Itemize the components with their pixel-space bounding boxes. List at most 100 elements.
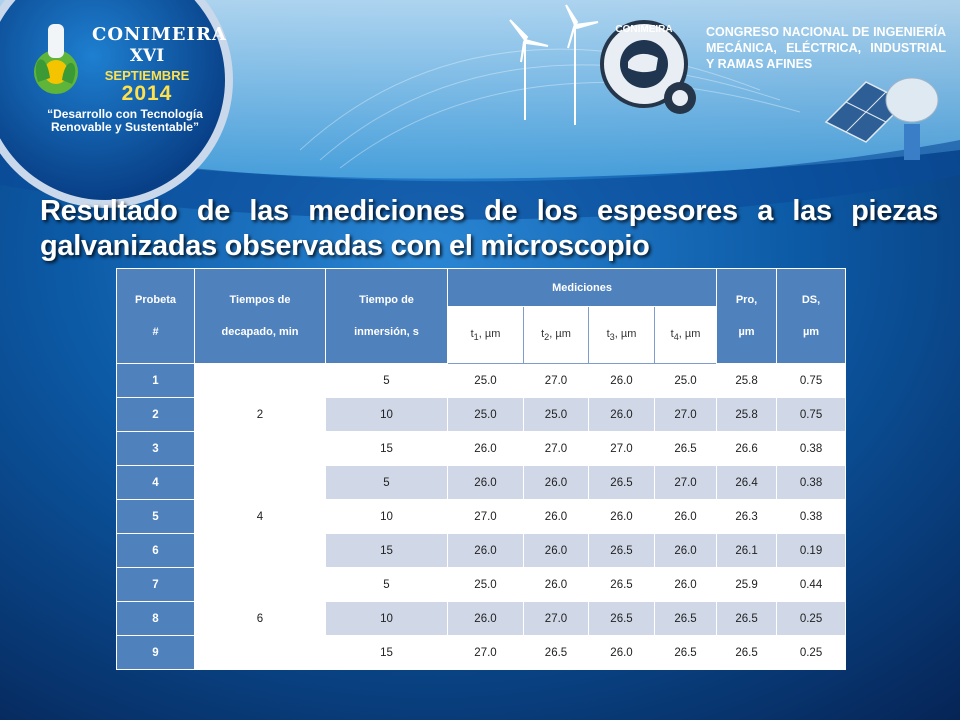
cell-t3: 26.5 [588, 601, 655, 636]
header-t1: t1, µm [447, 306, 524, 364]
cell-t2: 27.0 [523, 431, 589, 466]
cell-decapado: 4 [194, 465, 326, 568]
header-t3-letter: t [606, 327, 610, 340]
cell-t3: 26.0 [588, 499, 655, 534]
cell-t1: 26.0 [447, 431, 524, 466]
cell-pro: 25.8 [716, 363, 778, 398]
cell-probeta: 1 [116, 363, 195, 398]
cell-t1: 26.0 [447, 533, 524, 568]
cell-t2: 26.0 [523, 499, 589, 534]
cell-probeta: 6 [116, 533, 195, 568]
cell-decapado: 2 [194, 363, 326, 466]
header-t1-sub: 1 [473, 332, 479, 343]
cell-t4: 26.0 [653, 567, 718, 602]
header-tiempos-decapado: Tiempos de decapado, min [194, 268, 326, 364]
cell-probeta: 2 [116, 397, 195, 432]
logo-name: CONIMEIRA [92, 24, 227, 45]
cell-t1: 25.0 [447, 397, 524, 432]
cell-t3: 26.5 [588, 567, 655, 602]
congress-line-3: Y RAMAS AFINES [706, 57, 813, 71]
table-row: 5 10 27.0 26.0 26.0 26.0 26.3 0.38 [116, 499, 847, 534]
header-pro-line-2: µm [738, 326, 755, 338]
cell-t1: 27.0 [447, 499, 524, 534]
cell-probeta: 7 [116, 567, 195, 602]
cell-t2: 25.0 [523, 397, 589, 432]
cell-ds: 0.38 [776, 465, 847, 500]
cell-probeta: 3 [116, 431, 195, 466]
header-decapado-line-1: Tiempos de [229, 294, 291, 306]
cell-ds: 0.25 [776, 601, 847, 636]
logo-edition: XVI [129, 46, 165, 66]
cell-pro: 26.6 [716, 431, 778, 466]
header-t4-unit: , µm [678, 327, 701, 340]
congress-line-2: MECÁNICA, ELÉCTRICA, INDUSTRIAL [706, 41, 946, 55]
cell-t1: 25.0 [447, 567, 524, 602]
cell-t1: 26.0 [447, 601, 524, 636]
cell-ds: 0.38 [776, 431, 847, 466]
logo-slogan: “Desarrollo con Tecnología Renovable y S… [47, 107, 203, 134]
header-promedio: Pro, µm [716, 268, 778, 364]
header-probeta: Probeta # [116, 268, 195, 364]
cell-t3: 26.5 [588, 533, 655, 568]
header-t1-letter: t [470, 327, 474, 340]
cell-t1: 27.0 [447, 635, 524, 670]
cell-ds: 0.75 [776, 363, 847, 398]
cell-t3: 26.0 [588, 363, 655, 398]
header-t4: t4, µm [653, 306, 718, 364]
cell-ds: 0.19 [776, 533, 847, 568]
header-t3-unit: , µm [614, 327, 637, 340]
cell-decapado: 6 [194, 567, 326, 670]
cell-t3: 26.0 [588, 397, 655, 432]
cell-pro: 26.1 [716, 533, 778, 568]
header-t2-unit: , µm [549, 327, 571, 340]
slide-title: Resultado de las mediciones de los espes… [40, 194, 938, 264]
slide-title-line-1: Resultado de las mediciones de los espes… [40, 195, 938, 227]
cell-inmersion: 15 [325, 635, 448, 670]
logo-year: 2014 [121, 82, 173, 105]
header-t2-letter: t [541, 327, 545, 340]
cell-inmersion: 5 [325, 363, 448, 398]
cell-pro: 26.4 [716, 465, 778, 500]
cell-pro: 26.5 [716, 601, 778, 636]
cell-ds: 0.44 [776, 567, 847, 602]
cell-ds: 0.75 [776, 397, 847, 432]
conimeira-gear-logo: CONIMEIRA [600, 20, 696, 114]
table-row: 7 6 5 25.0 26.0 26.5 26.0 25.9 0.44 [116, 567, 847, 670]
cell-probeta: 9 [116, 635, 195, 670]
cell-probeta: 4 [116, 465, 195, 500]
cell-t4: 26.5 [653, 635, 718, 670]
header-decapado-line-2: decapado, min [221, 326, 299, 338]
header-inmersion-line-2: inmersión, s [354, 326, 419, 338]
cell-inmersion: 5 [325, 465, 448, 500]
table-row: 1 2 5 25.0 27.0 26.0 25.0 25.8 0.75 [116, 363, 847, 466]
table-row: 4 4 5 26.0 26.0 26.5 27.0 26.4 0.38 [116, 465, 847, 568]
congress-title: CONGRESO NACIONAL DE INGENIERÍA MECÁNICA… [706, 24, 946, 72]
cell-t4: 27.0 [653, 465, 718, 500]
bulb-sun-icon [34, 24, 78, 94]
header-probeta-label: Probeta [135, 294, 176, 306]
table-row: 9 15 27.0 26.5 26.0 26.5 26.5 0.25 [116, 635, 847, 670]
congress-line-1: CONGRESO NACIONAL DE INGENIERÍA [706, 25, 946, 39]
cell-pro: 25.8 [716, 397, 778, 432]
measurements-table: Probeta # Tiempos de decapado, min Tiemp… [116, 268, 847, 670]
cell-inmersion: 10 [325, 397, 448, 432]
header-t1-unit: , µm [478, 327, 501, 340]
cell-ds: 0.25 [776, 635, 847, 670]
slide-title-line-2: galvanizadas observadas con el microscop… [40, 230, 650, 262]
gear-emblem-text: CONIMEIRA [615, 24, 672, 35]
header-t4-sub: 4 [673, 332, 679, 343]
cell-t1: 25.0 [447, 363, 524, 398]
cell-t3: 26.5 [588, 465, 655, 500]
cell-t4: 25.0 [653, 363, 718, 398]
cell-ds: 0.38 [776, 499, 847, 534]
header-ds-line-2: µm [802, 326, 820, 338]
header-t2-sub: 2 [544, 332, 550, 343]
cell-t2: 26.0 [523, 533, 589, 568]
cell-inmersion: 5 [325, 567, 448, 602]
cell-t2: 26.0 [523, 465, 589, 500]
cell-t3: 27.0 [588, 431, 655, 466]
table-row: 3 15 26.0 27.0 27.0 26.5 26.6 0.38 [116, 431, 847, 466]
event-logo: CONIMEIRA XVI SEPTIEMBRE 2014 “Desarroll… [20, 18, 227, 168]
header-tiempo-inmersion: Tiempo de inmersión, s [325, 268, 448, 364]
cell-pro: 26.3 [716, 499, 778, 534]
